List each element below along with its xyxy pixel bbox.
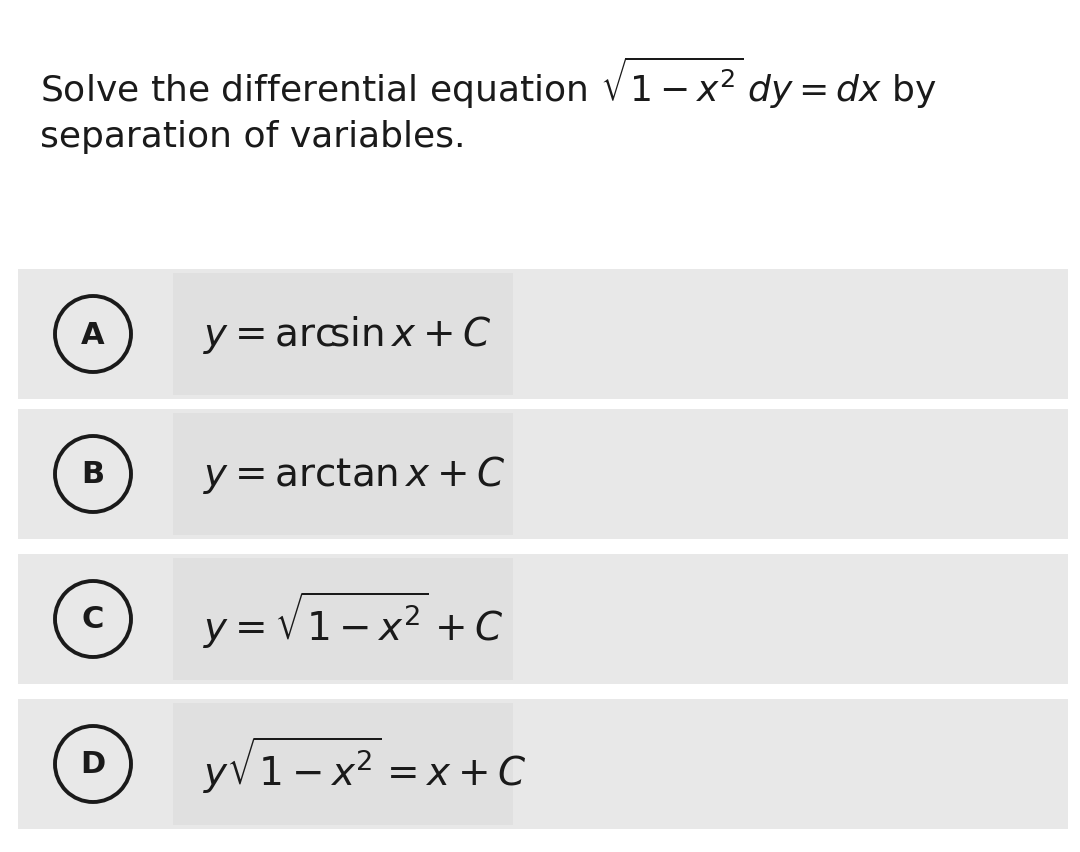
Text: $y = \mathrm{arc}\tan x + C$: $y = \mathrm{arc}\tan x + C$ [203, 453, 505, 495]
Bar [18, 270, 1068, 400]
Text: B: B [81, 460, 105, 489]
Text: Solve the differential equation $\sqrt{1-x^2}\,dy=dx$ by: Solve the differential equation $\sqrt{1… [40, 55, 937, 111]
Text: $y\sqrt{1-x^2} = x + C$: $y\sqrt{1-x^2} = x + C$ [203, 734, 527, 795]
Text: A: A [81, 320, 105, 349]
Text: $y = \sqrt{1-x^2} + C$: $y = \sqrt{1-x^2} + C$ [203, 589, 503, 650]
Text: $y = \mathrm{arc}\!\sin x + C$: $y = \mathrm{arc}\!\sin x + C$ [203, 314, 491, 355]
Bar [173, 413, 513, 535]
Bar [18, 410, 1068, 539]
Bar [18, 699, 1068, 829]
Bar [173, 703, 513, 825]
Bar [18, 555, 1068, 684]
Text: separation of variables.: separation of variables. [40, 120, 465, 154]
Bar [173, 558, 513, 680]
Text: D: D [80, 750, 106, 779]
Text: C: C [82, 605, 104, 634]
Bar [173, 273, 513, 395]
